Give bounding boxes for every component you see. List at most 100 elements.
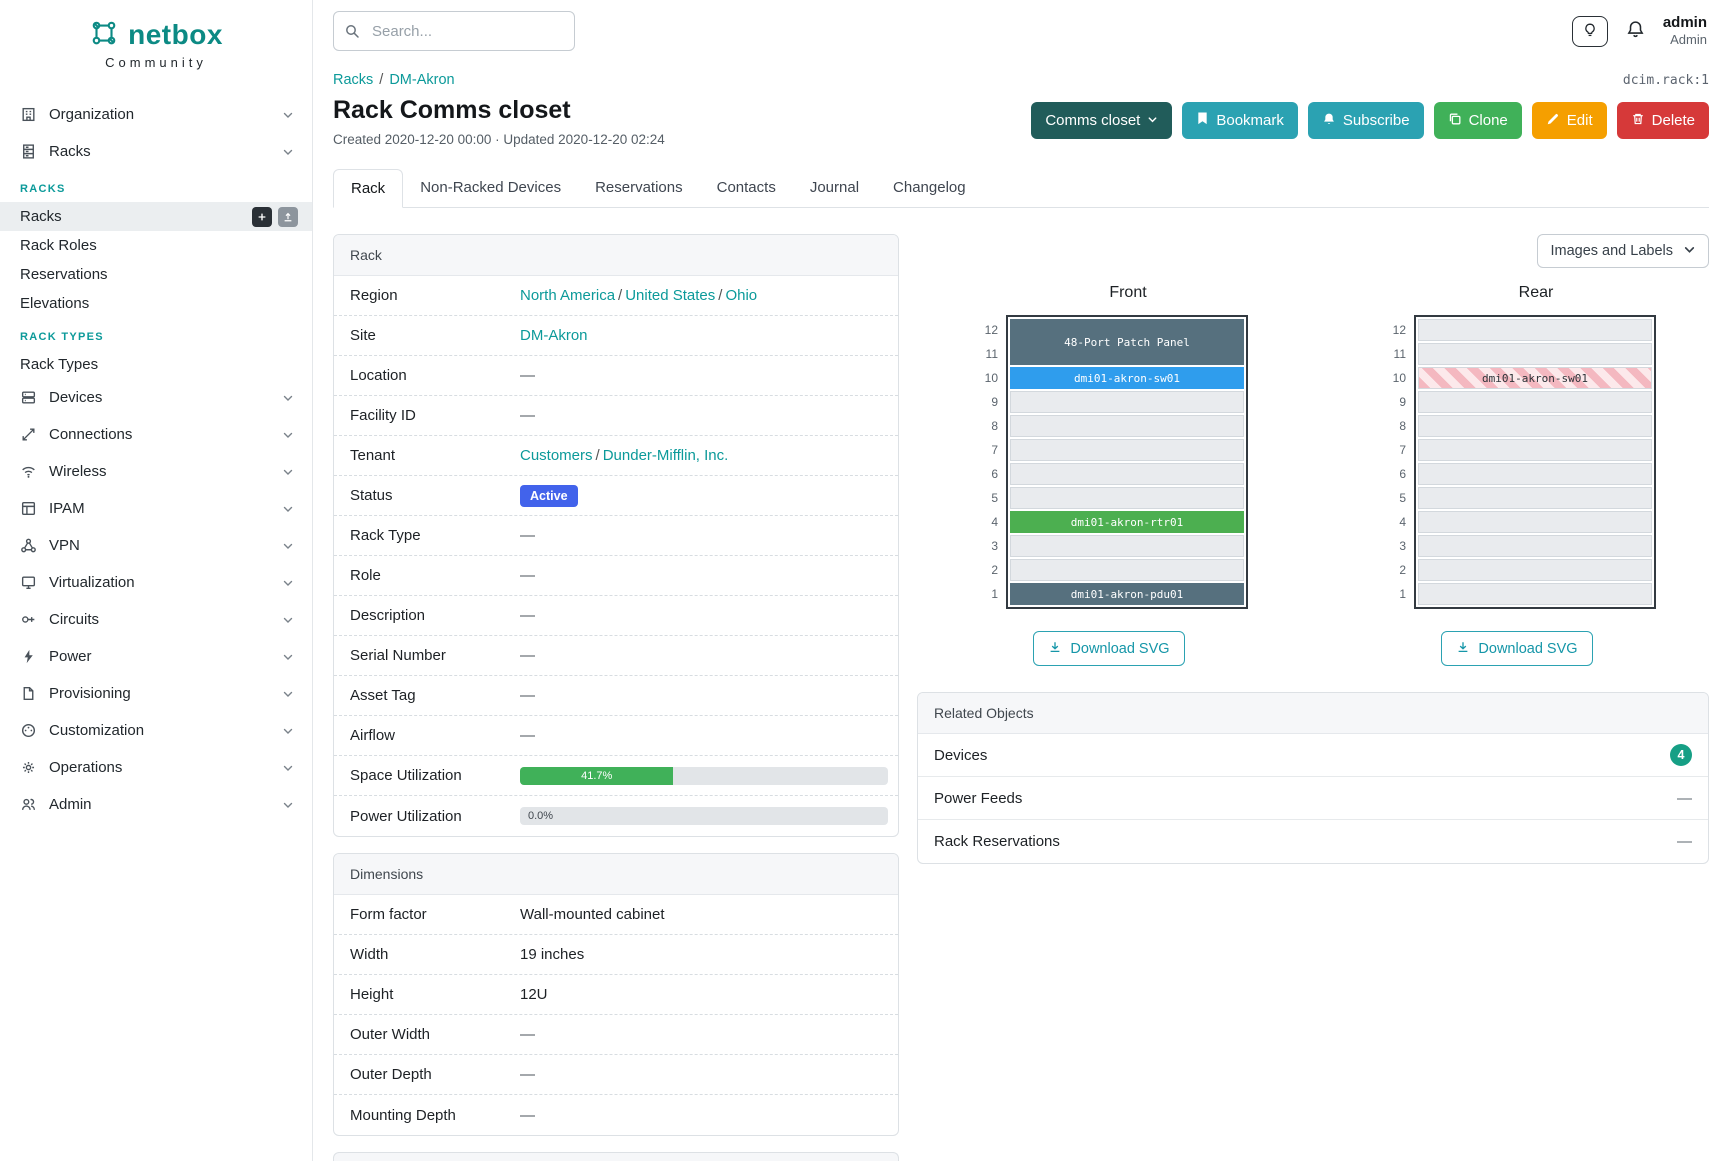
netbox-logo-icon <box>89 18 119 52</box>
attr-asset-tag: Asset Tag — <box>334 676 898 716</box>
tab-journal[interactable]: Journal <box>809 179 860 196</box>
related-objects-title: Related Objects <box>918 693 1708 734</box>
rack-unit-empty[interactable] <box>1010 559 1244 581</box>
rack-unit-empty[interactable] <box>1010 391 1244 413</box>
customization-icon <box>20 722 38 739</box>
attr-serial-number: Serial Number — <box>334 636 898 676</box>
tab-rack[interactable]: Rack <box>333 169 404 208</box>
sidebar-item-operations[interactable]: Operations <box>0 749 312 786</box>
rack-unit-empty[interactable] <box>1010 415 1244 437</box>
tenant-group-link[interactable]: Customers <box>520 447 593 464</box>
region-link[interactable]: United States <box>625 287 716 304</box>
user-menu[interactable]: admin Admin <box>1663 14 1707 49</box>
dimensions-panel-title: Dimensions <box>334 854 898 895</box>
rack-unit-empty[interactable] <box>1418 343 1652 365</box>
tab-changelog[interactable]: Changelog <box>893 179 966 196</box>
tenant-link[interactable]: Dunder-Mifflin, Inc. <box>602 447 729 464</box>
rack-device-router[interactable]: dmi01-akron-rtr01 <box>1010 511 1244 533</box>
rack-device-switch[interactable]: dmi01-akron-sw01 <box>1010 367 1244 389</box>
related-objects-panel: Related Objects Devices 4 Power Feeds — … <box>917 692 1709 864</box>
breadcrumb-site-link[interactable]: DM-Akron <box>389 72 455 88</box>
search-input[interactable] <box>333 11 575 51</box>
rack-unit-empty[interactable] <box>1010 535 1244 557</box>
rack-device-switch-rear[interactable]: dmi01-akron-sw01 <box>1418 367 1652 389</box>
operations-icon <box>20 759 38 776</box>
notifications-button[interactable] <box>1626 20 1645 42</box>
next-panel-partial <box>333 1152 899 1161</box>
sidebar-item-reservations[interactable]: Reservations <box>20 266 108 283</box>
rack-unit-empty[interactable] <box>1418 439 1652 461</box>
rack-device-pdu[interactable]: dmi01-akron-pdu01 <box>1010 583 1244 605</box>
virtualization-icon <box>20 574 38 591</box>
rack-unit-empty[interactable] <box>1418 487 1652 509</box>
related-rack-reservations-row[interactable]: Rack Reservations — <box>934 833 1692 850</box>
chevron-down-icon <box>282 577 294 589</box>
rack-unit-empty[interactable] <box>1418 463 1652 485</box>
sidebar-item-label: Racks <box>20 208 62 225</box>
sidebar-item-virtualization[interactable]: Virtualization <box>0 564 312 601</box>
rack-unit-empty[interactable] <box>1010 487 1244 509</box>
download-svg-rear-button[interactable]: Download SVG <box>1441 631 1593 666</box>
delete-button[interactable]: Delete <box>1616 102 1709 139</box>
organization-icon <box>20 106 38 123</box>
clone-button[interactable]: Clone <box>1433 102 1522 139</box>
front-elevation: Front 12 11 10 9 8 7 6 5 4 3 2 1 48-Port Patch Pane… <box>970 284 1248 666</box>
rack-unit-empty[interactable] <box>1418 583 1652 605</box>
sidebar-item-power[interactable]: Power <box>0 638 312 675</box>
images-labels-select[interactable]: Images and Labels <box>1537 234 1709 268</box>
region-link[interactable]: Ohio <box>725 287 758 304</box>
rack-unit-empty[interactable] <box>1418 319 1652 341</box>
rack-unit-empty[interactable] <box>1418 511 1652 533</box>
related-power-feeds-row[interactable]: Power Feeds — <box>918 777 1708 820</box>
tab-contacts[interactable]: Contacts <box>716 179 776 196</box>
sidebar-item-wireless[interactable]: Wireless <box>0 453 312 490</box>
sidebar-item-rack-roles[interactable]: Rack Roles <box>20 237 97 254</box>
tab-non-racked-devices[interactable]: Non-Racked Devices <box>420 179 562 196</box>
attr-role: Role — <box>334 556 898 596</box>
connections-icon <box>20 426 38 443</box>
theme-toggle-button[interactable] <box>1571 15 1608 47</box>
sidebar-item-devices[interactable]: Devices <box>0 379 312 416</box>
add-rack-button[interactable] <box>252 206 272 227</box>
space-utilization-bar: 41.7% <box>520 766 888 785</box>
rack-unit-empty[interactable] <box>1418 415 1652 437</box>
bookmark-button[interactable]: Bookmark <box>1182 102 1298 139</box>
sidebar-item-rack-types[interactable]: Rack Types <box>20 356 99 373</box>
site-link[interactable]: DM-Akron <box>520 327 588 344</box>
edit-button[interactable]: Edit <box>1531 102 1607 139</box>
rack-device-patch-panel[interactable]: 48-Port Patch Panel <box>1010 319 1244 365</box>
region-link[interactable]: North America <box>520 287 616 304</box>
section-header-rack-types: RACK TYPES <box>20 331 104 343</box>
sidebar-item-ipam[interactable]: IPAM <box>0 490 312 527</box>
sidebar-item-provisioning[interactable]: Provisioning <box>0 675 312 712</box>
sidebar-item-label: Organization <box>49 106 135 123</box>
tab-bar: Rack Non-Racked Devices Reservations Con… <box>333 169 1709 208</box>
import-racks-button[interactable] <box>278 206 298 227</box>
brand-logo[interactable]: netbox Community <box>0 0 312 74</box>
sidebar-item-circuits[interactable]: Circuits <box>0 601 312 638</box>
rear-elevation: Rear 12 11 10 9 8 7 6 5 4 3 2 1 dmi01-akron-sw01 <box>1378 284 1656 666</box>
sidebar-item-admin[interactable]: Admin <box>0 786 312 823</box>
front-rack: 48-Port Patch Panel dmi01-akron-sw01 dmi… <box>1006 315 1248 609</box>
sidebar-item-connections[interactable]: Connections <box>0 416 312 453</box>
breadcrumb-racks-link[interactable]: Racks <box>333 72 374 88</box>
rack-unit-empty[interactable] <box>1418 391 1652 413</box>
sidebar-item-vpn[interactable]: VPN <box>0 527 312 564</box>
rack-unit-empty[interactable] <box>1418 559 1652 581</box>
related-devices-row[interactable]: Devices 4 <box>918 734 1708 777</box>
sidebar-item-racks-group[interactable]: Racks <box>0 133 312 170</box>
chevron-down-icon <box>282 614 294 626</box>
copy-icon <box>1448 112 1462 130</box>
rack-unit-empty[interactable] <box>1010 463 1244 485</box>
download-svg-front-button[interactable]: Download SVG <box>1033 631 1185 666</box>
tab-reservations[interactable]: Reservations <box>595 179 683 196</box>
sidebar-item-racks[interactable]: Racks <box>0 202 312 231</box>
bell-icon <box>1626 20 1645 42</box>
sidebar-item-organization[interactable]: Organization <box>0 96 312 133</box>
subscribe-button[interactable]: Subscribe <box>1307 102 1424 139</box>
sidebar-item-elevations[interactable]: Elevations <box>20 295 90 312</box>
rack-unit-empty[interactable] <box>1010 439 1244 461</box>
sidebar-item-customization[interactable]: Customization <box>0 712 312 749</box>
view-selector-button[interactable]: Comms closet <box>1031 102 1173 139</box>
rack-unit-empty[interactable] <box>1418 535 1652 557</box>
